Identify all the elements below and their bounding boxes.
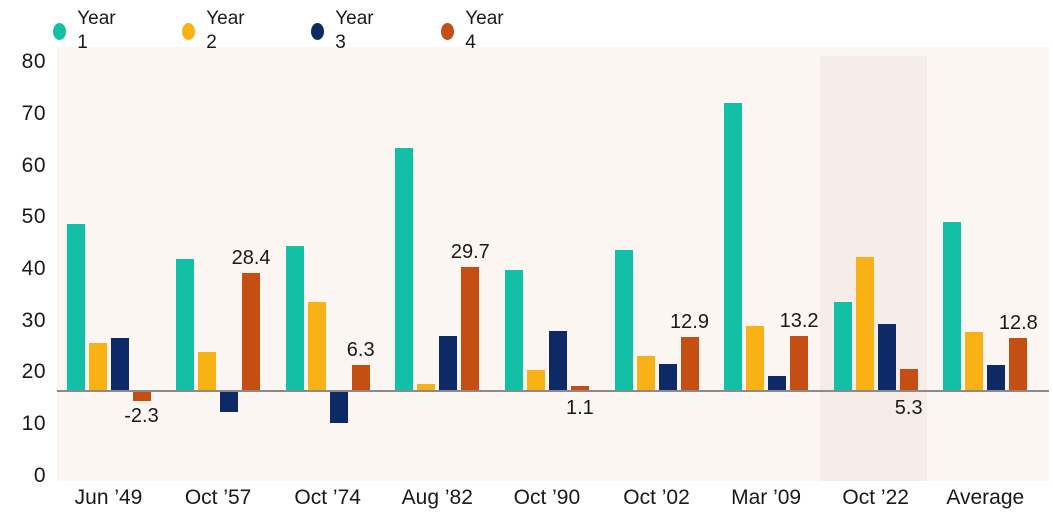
bar-year4 [132, 391, 151, 401]
bar-year4 [242, 272, 261, 391]
bar-year1 [66, 223, 85, 391]
legend-dot-icon [311, 22, 325, 40]
legend-label: Year 1 [77, 8, 116, 53]
bar-value-label: 13.2 [779, 310, 819, 333]
bar-year3 [329, 391, 348, 423]
bar-value-label: -2.3 [124, 404, 159, 427]
bar-year4 [1009, 337, 1028, 391]
y-tick-label: 60 [21, 153, 46, 177]
bar-value-label: 6.3 [346, 338, 375, 361]
x-category-label: Oct ’22 [842, 486, 909, 509]
x-category-label: Oct ’90 [513, 486, 581, 509]
bar-year1 [833, 302, 852, 391]
x-category-label: Aug ’82 [401, 486, 473, 509]
legend-dot-icon [182, 22, 196, 40]
y-tick-label: 30 [21, 308, 46, 332]
bar-year2 [636, 356, 655, 391]
bar-year2 [526, 369, 545, 391]
legend-dot-icon [53, 22, 67, 40]
bar-value-label: 28.4 [231, 246, 271, 269]
y-tick-label: 10 [21, 412, 46, 435]
bar-year3 [439, 335, 458, 391]
y-tick-label: 20 [21, 360, 46, 384]
bar-year3 [987, 364, 1006, 391]
x-axis-line [57, 390, 1049, 392]
bar-value-label: 29.7 [450, 241, 490, 264]
bar-year3 [110, 337, 129, 391]
bar-year2 [198, 351, 217, 391]
bar-year4 [570, 386, 589, 391]
legend-label: Year 2 [206, 8, 245, 53]
legend-item-year-3: Year 3 [311, 8, 377, 53]
y-tick-label: 0 [33, 463, 46, 487]
x-category-label: Mar ’09 [731, 486, 802, 509]
x-category-label: Oct ’02 [623, 486, 690, 509]
bar-year2 [965, 331, 984, 391]
bar-value-label: 5.3 [894, 397, 923, 419]
y-tick-label: 80 [21, 50, 46, 74]
bar-year3 [768, 376, 787, 391]
bar-value-label: 12.8 [998, 311, 1038, 334]
bar-year3 [877, 324, 896, 391]
bar-year1 [176, 259, 195, 391]
x-category-label: Oct ’57 [184, 486, 252, 509]
bar-year4 [680, 337, 699, 391]
bar-year1 [724, 103, 743, 391]
bar-year1 [285, 245, 304, 391]
bar-year3 [658, 363, 677, 391]
bar-year2 [88, 342, 107, 391]
bar-year4 [461, 267, 480, 391]
bar-value-label: 12.9 [670, 311, 709, 334]
y-tick-label: 40 [21, 256, 46, 280]
bar-year2 [746, 325, 765, 391]
x-category-label: Average [946, 486, 1025, 509]
bar-year1 [943, 222, 962, 391]
bar-value-label: 1.1 [565, 397, 594, 419]
bar-year1 [504, 270, 523, 391]
bar-year4 [790, 336, 809, 391]
bar-year1 [395, 148, 414, 391]
legend-item-year-1: Year 1 [53, 8, 119, 53]
bar-year4 [899, 368, 918, 391]
bar-year2 [855, 257, 874, 391]
legend-label: Year 3 [335, 8, 374, 53]
bar-year1 [614, 250, 633, 391]
legend-item-year-4: Year 4 [441, 8, 507, 53]
bar-year4 [351, 364, 370, 391]
y-tick-label: 50 [21, 205, 46, 229]
legend-label: Year 4 [465, 8, 504, 53]
y-tick-label: 70 [21, 101, 46, 125]
bar-year2 [307, 301, 326, 391]
x-category-label: Jun ’49 [74, 486, 143, 509]
legend-dot-icon [441, 22, 455, 40]
legend-item-year-2: Year 2 [182, 8, 248, 53]
x-category-label: Oct ’74 [294, 486, 361, 509]
bar-year3 [220, 391, 239, 412]
bar-year2 [417, 384, 436, 391]
bar-year3 [548, 330, 567, 391]
